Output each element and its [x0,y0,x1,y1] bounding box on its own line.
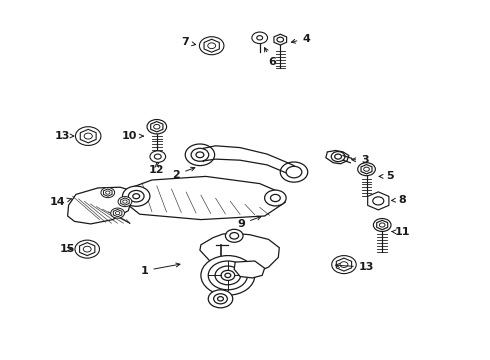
Text: 4: 4 [292,33,310,44]
Circle shape [280,162,308,182]
Circle shape [373,219,391,231]
Circle shape [123,200,127,203]
Circle shape [252,32,268,44]
Circle shape [83,246,91,252]
Text: 2: 2 [172,167,195,180]
Circle shape [128,190,144,202]
Text: 6: 6 [265,48,276,67]
Circle shape [332,256,356,274]
Polygon shape [113,210,122,217]
Polygon shape [274,34,287,45]
Circle shape [208,261,247,290]
Circle shape [277,37,284,42]
Polygon shape [200,233,279,278]
Circle shape [208,290,233,308]
Circle shape [208,43,216,49]
Circle shape [122,186,150,206]
Circle shape [331,152,345,162]
Circle shape [150,151,166,162]
Text: 9: 9 [237,216,261,229]
Polygon shape [79,243,95,256]
Text: 3: 3 [352,155,369,165]
Text: 12: 12 [149,162,165,175]
Circle shape [265,190,286,206]
Text: 1: 1 [141,263,180,276]
Circle shape [154,154,161,159]
Circle shape [218,297,223,301]
Polygon shape [234,261,265,278]
Circle shape [335,154,342,159]
Text: 10: 10 [122,131,144,141]
Circle shape [221,270,235,280]
Circle shape [154,125,160,129]
Circle shape [201,256,255,295]
Circle shape [196,152,204,158]
Circle shape [373,197,384,205]
Text: 11: 11 [392,227,411,237]
Text: 8: 8 [392,195,406,205]
Circle shape [147,120,167,134]
Polygon shape [103,189,112,196]
Polygon shape [128,176,285,220]
Circle shape [106,191,110,194]
Circle shape [185,144,215,166]
Circle shape [75,240,99,258]
Circle shape [215,266,241,285]
Text: 7: 7 [181,37,196,48]
Polygon shape [68,187,132,224]
Text: 5: 5 [379,171,393,181]
Circle shape [379,223,385,227]
Polygon shape [361,165,372,174]
Polygon shape [80,129,96,143]
Circle shape [116,212,120,215]
Circle shape [286,166,302,178]
Polygon shape [368,192,389,210]
Circle shape [214,294,227,304]
Polygon shape [377,220,388,230]
Text: 13: 13 [55,131,74,141]
Circle shape [111,208,124,218]
Circle shape [199,37,224,55]
Polygon shape [151,122,163,132]
Circle shape [225,229,243,242]
Circle shape [118,197,132,207]
Circle shape [75,127,101,145]
Circle shape [270,194,280,202]
Polygon shape [204,39,220,52]
Circle shape [191,148,209,161]
Circle shape [358,163,375,176]
Circle shape [84,133,92,139]
Circle shape [225,273,231,278]
Circle shape [101,188,115,198]
Polygon shape [121,198,129,205]
Circle shape [364,167,369,171]
Circle shape [230,233,239,239]
Circle shape [340,262,348,267]
Circle shape [133,194,140,199]
Circle shape [257,36,263,40]
Polygon shape [336,258,352,271]
Text: 15: 15 [60,244,75,254]
Text: 14: 14 [50,197,72,207]
Text: 13: 13 [336,262,374,272]
Polygon shape [326,150,349,164]
